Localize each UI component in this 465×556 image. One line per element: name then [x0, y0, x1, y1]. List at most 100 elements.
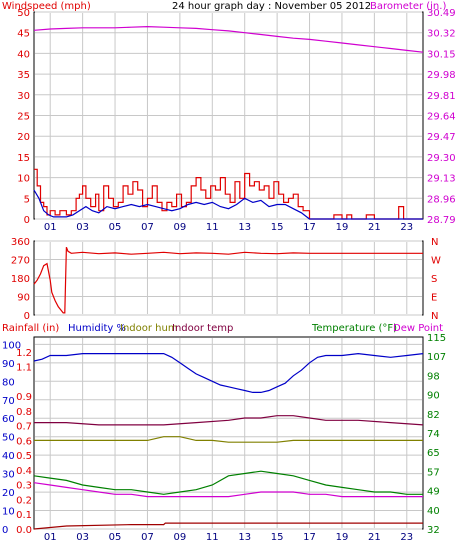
- direction-degree-label: 90: [17, 293, 30, 304]
- rainfall-tick-label: 0.4: [16, 466, 32, 477]
- hour-tick-label: 21: [368, 532, 381, 543]
- humidity-tick-label: 50: [2, 433, 15, 444]
- hour-tick-label: 03: [76, 222, 89, 233]
- hour-tick-label: 13: [238, 532, 251, 543]
- indoor-hum-axis-title: Indoor hum: [120, 323, 178, 334]
- hour-tick-label: 21: [368, 222, 381, 233]
- windspeed-tick-label: 25: [17, 112, 30, 123]
- hour-tick-label: 23: [400, 222, 413, 233]
- series-temperature-f: [33, 470, 423, 495]
- hour-tick-label: 11: [206, 222, 219, 233]
- temperature-axis-title: Temperature (°F): [311, 323, 397, 334]
- barometer-tick-label: 30.15: [427, 49, 456, 60]
- barometer-tick-label: 28.96: [427, 194, 456, 205]
- indoor-temp-axis-title: Indoor temp: [172, 323, 233, 334]
- humidity-tick-label: 20: [2, 488, 15, 499]
- barometer-tick-label: 29.13: [427, 174, 456, 185]
- humidity-tick-label: 100: [2, 340, 21, 351]
- hour-tick-label: 23: [400, 532, 413, 543]
- temperature-tick-label: 57: [427, 467, 440, 478]
- humidity-tick-label: 80: [2, 377, 15, 388]
- windspeed-tick-label: 10: [17, 174, 30, 185]
- windspeed-tick-label: 45: [17, 29, 30, 40]
- hour-tick-label: 15: [271, 222, 284, 233]
- panel-wind-hour-labels: 01 03 05 07 09 11 13 15 17 19 21 23: [44, 222, 413, 233]
- rainfall-tick-label: 0.6: [16, 436, 32, 447]
- chart-title: 24 hour graph day : November 05 2012: [172, 1, 371, 12]
- barometer-tick-label: 29.81: [427, 91, 456, 102]
- hour-tick-label: 09: [174, 222, 187, 233]
- compass-point-label: E: [431, 293, 437, 304]
- series-indoor-hum: [34, 436, 423, 443]
- humidity-tick-label: 40: [2, 451, 15, 462]
- temperature-tick-label: 40: [427, 506, 440, 517]
- temperature-tick-label: 65: [427, 448, 440, 459]
- rainfall-tick-labels: 0.0 0.1 0.2 0.3 0.4 0.5 0.6 0.7 0.8 0.9 1.1 1.2: [16, 348, 32, 536]
- barometer-tick-label: 30.32: [427, 29, 456, 40]
- temperature-tick-labels: 32 40 49 57 65 74 82 90 98 107 115: [427, 333, 446, 536]
- direction-degree-label: 360: [11, 237, 30, 248]
- windspeed-tick-label: 40: [17, 49, 30, 60]
- rainfall-tick-label: 0.5: [16, 451, 32, 462]
- rainfall-tick-label: 0.1: [16, 510, 32, 521]
- humidity-tick-label: 30: [2, 470, 15, 481]
- temperature-tick-label: 74: [427, 429, 440, 440]
- compass-point-label: N: [431, 311, 438, 322]
- series-windspeed: [34, 168, 423, 220]
- rainfall-tick-label: 0.7: [16, 422, 32, 433]
- barometer-tick-label: 30.49: [427, 8, 456, 19]
- hour-tick-label: 19: [336, 532, 349, 543]
- direction-degree-tick-labels: 0 90 180 270 360: [11, 237, 30, 322]
- series-wind-direction: [33, 246, 423, 314]
- rainfall-tick-label: 0.3: [16, 481, 32, 492]
- barometer-tick-label: 29.98: [427, 70, 456, 81]
- windspeed-tick-label: 20: [17, 132, 30, 143]
- hour-tick-label: 11: [206, 532, 219, 543]
- hour-tick-label: 07: [141, 222, 154, 233]
- direction-degree-label: 180: [11, 274, 30, 285]
- rainfall-axis-title: Rainfall (in): [2, 323, 59, 334]
- humidity-tick-label: 10: [2, 507, 15, 518]
- temperature-tick-label: 90: [427, 391, 440, 402]
- panel-direction-gridlines: [35, 240, 422, 316]
- compass-point-label: S: [431, 274, 437, 285]
- barometer-tick-labels: 28.79 28.96 29.13 29.30 29.47 29.64 29.81 29.98…: [427, 8, 456, 226]
- compass-point-label: W: [431, 256, 441, 267]
- barometer-tick-label: 28.79: [427, 215, 456, 226]
- rainfall-tick-label: 1.1: [16, 363, 32, 374]
- panel-temp-hour-labels: 01 03 05 07 09 11 13 15 17 19 21 23: [44, 532, 413, 543]
- hour-tick-label: 13: [238, 222, 251, 233]
- direction-degree-label: 0: [24, 311, 30, 322]
- windspeed-axis-title: Windspeed (mph): [2, 1, 91, 12]
- series-wind-average: [33, 189, 423, 220]
- hour-tick-label: 07: [141, 532, 154, 543]
- barometer-axis-title: Barometer (in.): [370, 1, 446, 12]
- rainfall-tick-label: 1.2: [16, 348, 32, 359]
- windspeed-tick-label: 30: [17, 91, 30, 102]
- hour-tick-label: 19: [336, 222, 349, 233]
- temperature-tick-label: 98: [427, 371, 440, 382]
- temperature-tick-label: 82: [427, 410, 440, 421]
- temperature-tick-label: 32: [427, 525, 440, 536]
- hour-tick-label: 15: [271, 532, 284, 543]
- windspeed-tick-label: 15: [17, 153, 30, 164]
- hour-tick-label: 17: [303, 222, 316, 233]
- windspeed-tick-label: 50: [17, 8, 30, 19]
- humidity-tick-label: 90: [2, 359, 15, 370]
- direction-degree-label: 270: [11, 256, 30, 267]
- hour-tick-label: 01: [44, 222, 57, 233]
- series-dew-point: [33, 482, 423, 498]
- windspeed-tick-label: 0: [24, 215, 30, 226]
- humidity-axis-title: Humidity %: [68, 323, 126, 334]
- series-indoor-temp: [34, 415, 424, 426]
- rainfall-tick-label: 0.2: [16, 495, 32, 506]
- hour-tick-label: 17: [303, 532, 316, 543]
- hour-tick-label: 05: [109, 222, 122, 233]
- humidity-tick-labels: 0 10 20 30 40 50 60 70 80 90 100: [2, 340, 21, 536]
- series-barometer: [33, 25, 424, 53]
- temperature-tick-label: 107: [427, 352, 446, 363]
- hour-tick-label: 09: [174, 532, 187, 543]
